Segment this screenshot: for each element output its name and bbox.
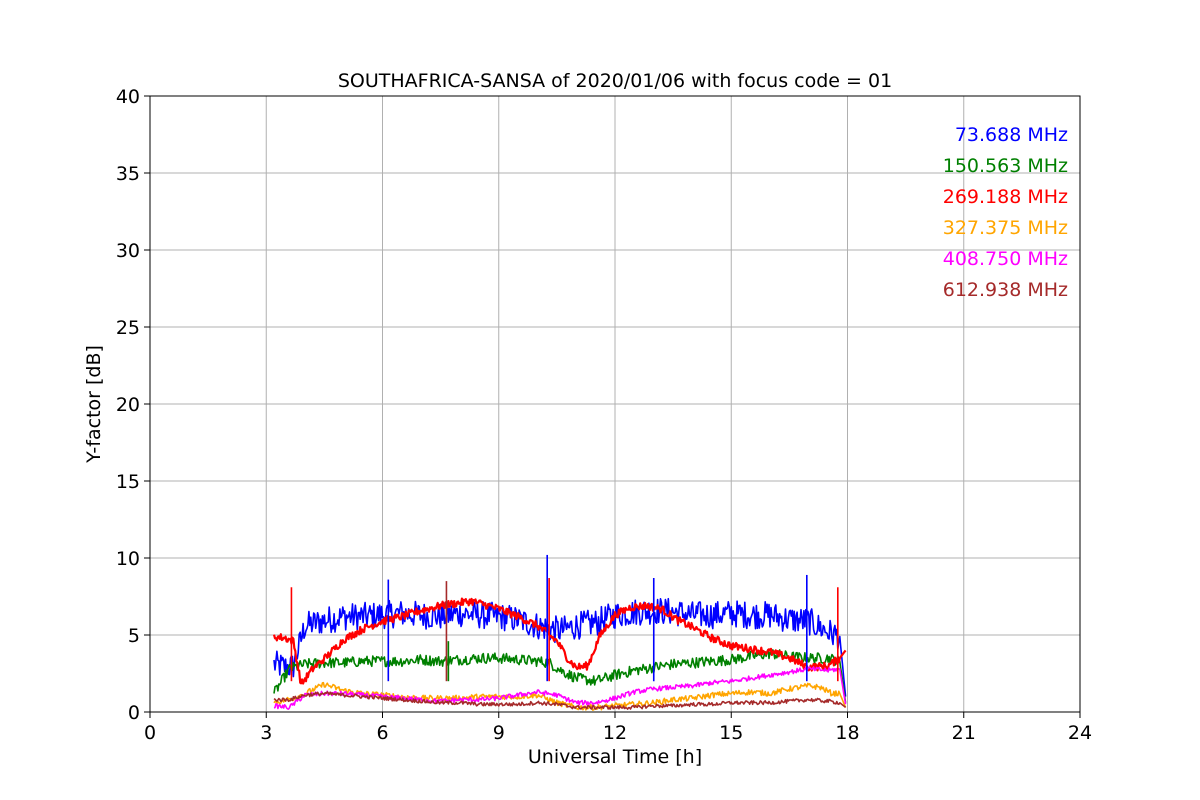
series-line [273, 691, 847, 710]
legend-entry: 612.938 MHz [943, 279, 1068, 301]
ticks: 0 3 6 9 12 15 18 21 24 0 5 10 15 20 25 30 35 40 [116, 86, 1092, 744]
x-tick-label: 3 [260, 722, 272, 744]
y-tick-label: 20 [116, 394, 140, 416]
y-tick-label: 5 [128, 625, 140, 647]
y-tick-label: 15 [116, 471, 140, 493]
legend: 73.688 MHz 150.563 MHz 269.188 MHz 327.375 … [943, 124, 1068, 301]
x-axis-label: Universal Time [h] [528, 746, 702, 768]
x-tick-label: 24 [1068, 722, 1092, 744]
x-tick-label: 21 [952, 722, 976, 744]
x-tick-label: 18 [835, 722, 859, 744]
y-tick-label: 30 [116, 240, 140, 262]
x-tick-label: 12 [603, 722, 627, 744]
legend-entry: 150.563 MHz [943, 155, 1068, 177]
x-tick-label: 15 [719, 722, 743, 744]
legend-entry: 73.688 MHz [955, 124, 1068, 146]
plot-area [272, 554, 847, 711]
x-tick-label: 6 [376, 722, 388, 744]
chart-title: SOUTHAFRICA-SANSA of 2020/01/06 with foc… [338, 70, 892, 92]
legend-entry: 408.750 MHz [943, 248, 1068, 270]
y-axis-label: Y-factor [dB] [83, 345, 105, 464]
y-tick-label: 25 [116, 317, 140, 339]
series-line [273, 648, 847, 703]
y-tick-label: 35 [116, 163, 140, 185]
x-tick-label: 0 [144, 722, 156, 744]
legend-entry: 269.188 MHz [943, 186, 1068, 208]
y-tick-label: 40 [116, 86, 140, 108]
legend-entry: 327.375 MHz [943, 217, 1068, 239]
x-tick-label: 9 [493, 722, 505, 744]
y-tick-label: 0 [128, 702, 140, 724]
series-line [273, 597, 847, 697]
y-tick-label: 10 [116, 548, 140, 570]
series-line [272, 597, 847, 685]
